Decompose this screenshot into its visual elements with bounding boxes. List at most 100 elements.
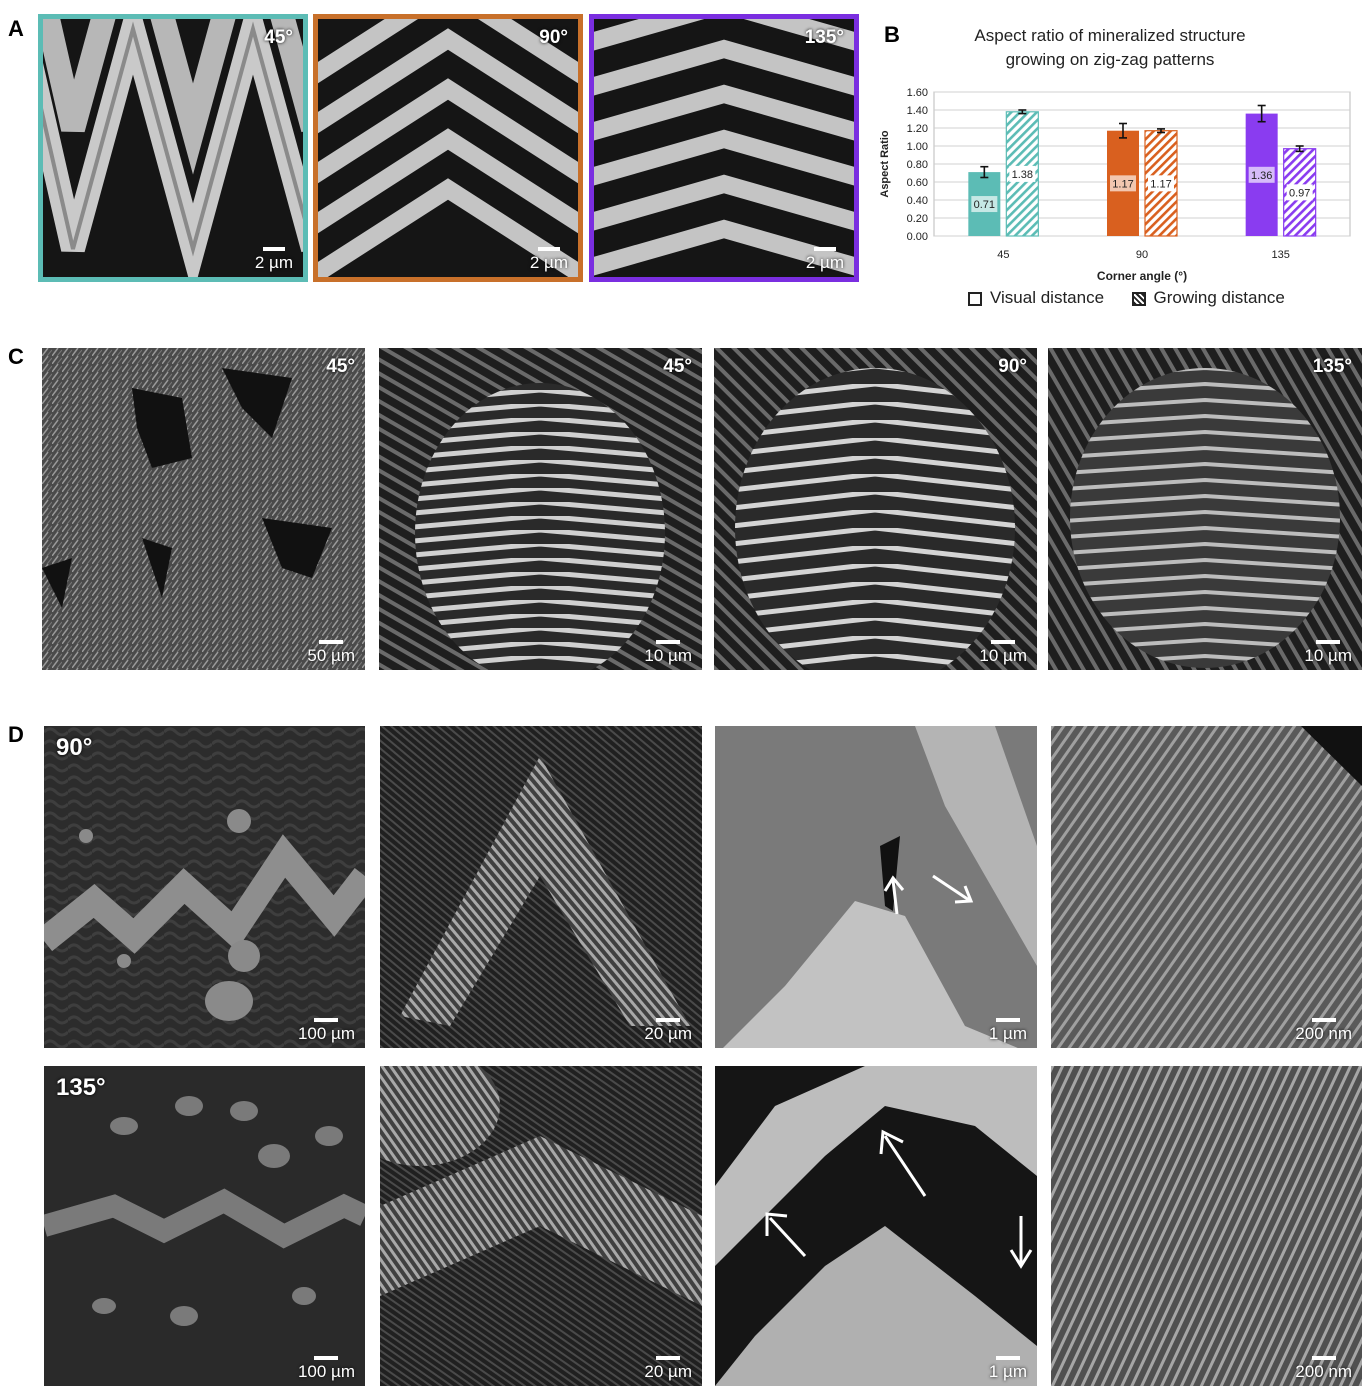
scale-bar-label: 10 µm [1304,646,1352,665]
aspect-ratio-bar-chart: 0.00 0.20 0.40 0.60 0.80 1.00 1.20 1.40 1.60 Aspe… [879,87,1351,283]
scale-bar: 100 µm [298,1018,355,1044]
zigzag-texture [594,19,854,277]
ridge-texture [714,348,1037,670]
chart-title-line1: Aspect ratio of mineralized structure [974,26,1246,45]
scale-bar-label: 1 µm [988,1362,1027,1381]
overview-texture [44,726,365,1048]
ridge-texture [1048,348,1362,670]
angle-label: 135° [804,27,844,48]
scale-bar: 20 µm [644,1018,692,1044]
data-label-bg [1286,184,1313,201]
scale-bar-label: 2 µm [805,253,844,272]
scale-bar: 10 µm [1304,640,1352,666]
data-label-bg [1148,175,1174,192]
micrograph-d-135-nano: 200 nm [1051,1066,1362,1386]
x-tick-label: 45 [997,249,1009,261]
micrograph-d-90-corner: 20 µm [380,726,702,1048]
chart-grid [933,91,1351,237]
angle-label: 45° [326,356,355,377]
zigzag-texture [318,19,578,277]
scale-bar-label: 1 µm [988,1024,1027,1043]
scale-bar: 50 µm [307,640,355,666]
y-tick-label: 1.00 [907,141,928,153]
scale-bar: 200 nm [1295,1356,1352,1382]
scale-bar-label: 10 µm [644,646,692,665]
micrograph-d-135-corner: 20 µm [380,1066,702,1386]
angle-label: 135° [56,1074,106,1101]
legend-growing-label: Growing distance [1153,288,1285,307]
chart-bars [968,104,1317,237]
scale-bar-label: 20 µm [644,1362,692,1381]
scale-bar-label: 50 µm [307,646,355,665]
x-tick-label: 135 [1271,249,1289,261]
scale-bar: 2 µm [255,247,293,273]
x-axis-label: Corner angle (°) [1097,269,1187,283]
mineral-texture [42,348,365,670]
y-tick-label: 1.40 [907,105,928,117]
corner-texture [380,726,702,1048]
corner-texture [380,1066,702,1386]
panel-label-a: A [8,16,24,41]
data-label: 1.36 [1251,170,1272,182]
y-tick-label: 0.40 [907,195,928,207]
zigzag-texture [43,19,303,277]
data-label: 1.17 [1150,178,1171,190]
data-label: 1.38 [1012,169,1033,181]
micrograph-a-135: 135° 2 µm [589,14,859,282]
micrograph-c-45: 45° 10 µm [379,348,702,670]
angle-label: 45° [264,27,293,48]
micrograph-d-135-overview: 135° 100 µm [44,1066,365,1386]
data-label-bg [1009,165,1036,182]
panel-label-c: C [8,344,24,369]
scale-bar-label: 2 µm [254,253,293,272]
angle-label: 90° [998,356,1027,377]
scale-bar-label: 200 nm [1295,1362,1352,1381]
micrograph-a-90: 90° 2 µm [313,14,583,282]
scale-bar-label: 100 µm [297,1024,355,1043]
chart-title: Aspect ratio of mineralized structure gr… [930,24,1290,72]
ridge-texture [379,348,702,670]
x-tick-label: 90 [1136,249,1148,261]
legend-visual-label: Visual distance [990,288,1105,307]
nano-texture [1051,726,1362,1048]
chart-legend: Visual distance Growing distance [968,288,1285,308]
micrograph-a-45: 45° 2 µm [38,14,308,282]
angle-label: 90° [539,27,568,48]
y-tick-label: 1.60 [907,87,928,99]
chart-text: 0.00 0.20 0.40 0.60 0.80 1.00 1.20 1.40 1.60 Aspe… [879,87,1310,283]
scale-bar-label: 20 µm [644,1024,692,1043]
y-tick-label: 0.00 [907,231,928,243]
data-label: 1.17 [1112,178,1133,190]
scale-bar: 10 µm [979,640,1027,666]
y-tick-label: 0.20 [907,213,928,225]
scale-bar-label: 200 nm [1295,1024,1352,1043]
micrograph-d-135-detail: 1 µm [715,1066,1037,1386]
data-label-bg [1248,166,1275,183]
legend-visual-swatch [968,291,982,306]
micrograph-c-overview: 45° 50 µm [42,348,365,670]
y-tick-label: 0.60 [907,177,928,189]
scale-bar: 100 µm [298,1356,355,1382]
angle-label: 45° [663,356,692,377]
data-label-bg [1110,175,1136,192]
y-tick-label: 1.20 [907,123,928,135]
scale-bar-label: 2 µm [529,253,568,272]
micrograph-c-135: 135° 10 µm [1048,348,1362,670]
scale-bar-label: 10 µm [979,646,1027,665]
data-label: 0.97 [1289,187,1310,199]
scale-bar: 200 nm [1295,1018,1352,1044]
y-tick-label: 0.80 [907,159,928,171]
scale-bar: 1 µm [989,1356,1027,1382]
chart-title-line2: growing on zig-zag patterns [1005,50,1215,69]
scale-bar: 1 µm [989,1018,1027,1044]
data-label: 0.71 [974,199,995,211]
angle-label: 135° [1312,356,1352,377]
micrograph-d-90-nano: 200 nm [1051,726,1362,1048]
nano-texture [1051,1066,1362,1386]
scale-bar: 2 µm [806,247,844,273]
detail-texture [715,1066,1037,1386]
scale-bar: 10 µm [644,640,692,666]
micrograph-c-90: 90° 10 µm [714,348,1037,670]
scale-bar: 2 µm [530,247,568,273]
scale-bar-label: 100 µm [297,1362,355,1381]
